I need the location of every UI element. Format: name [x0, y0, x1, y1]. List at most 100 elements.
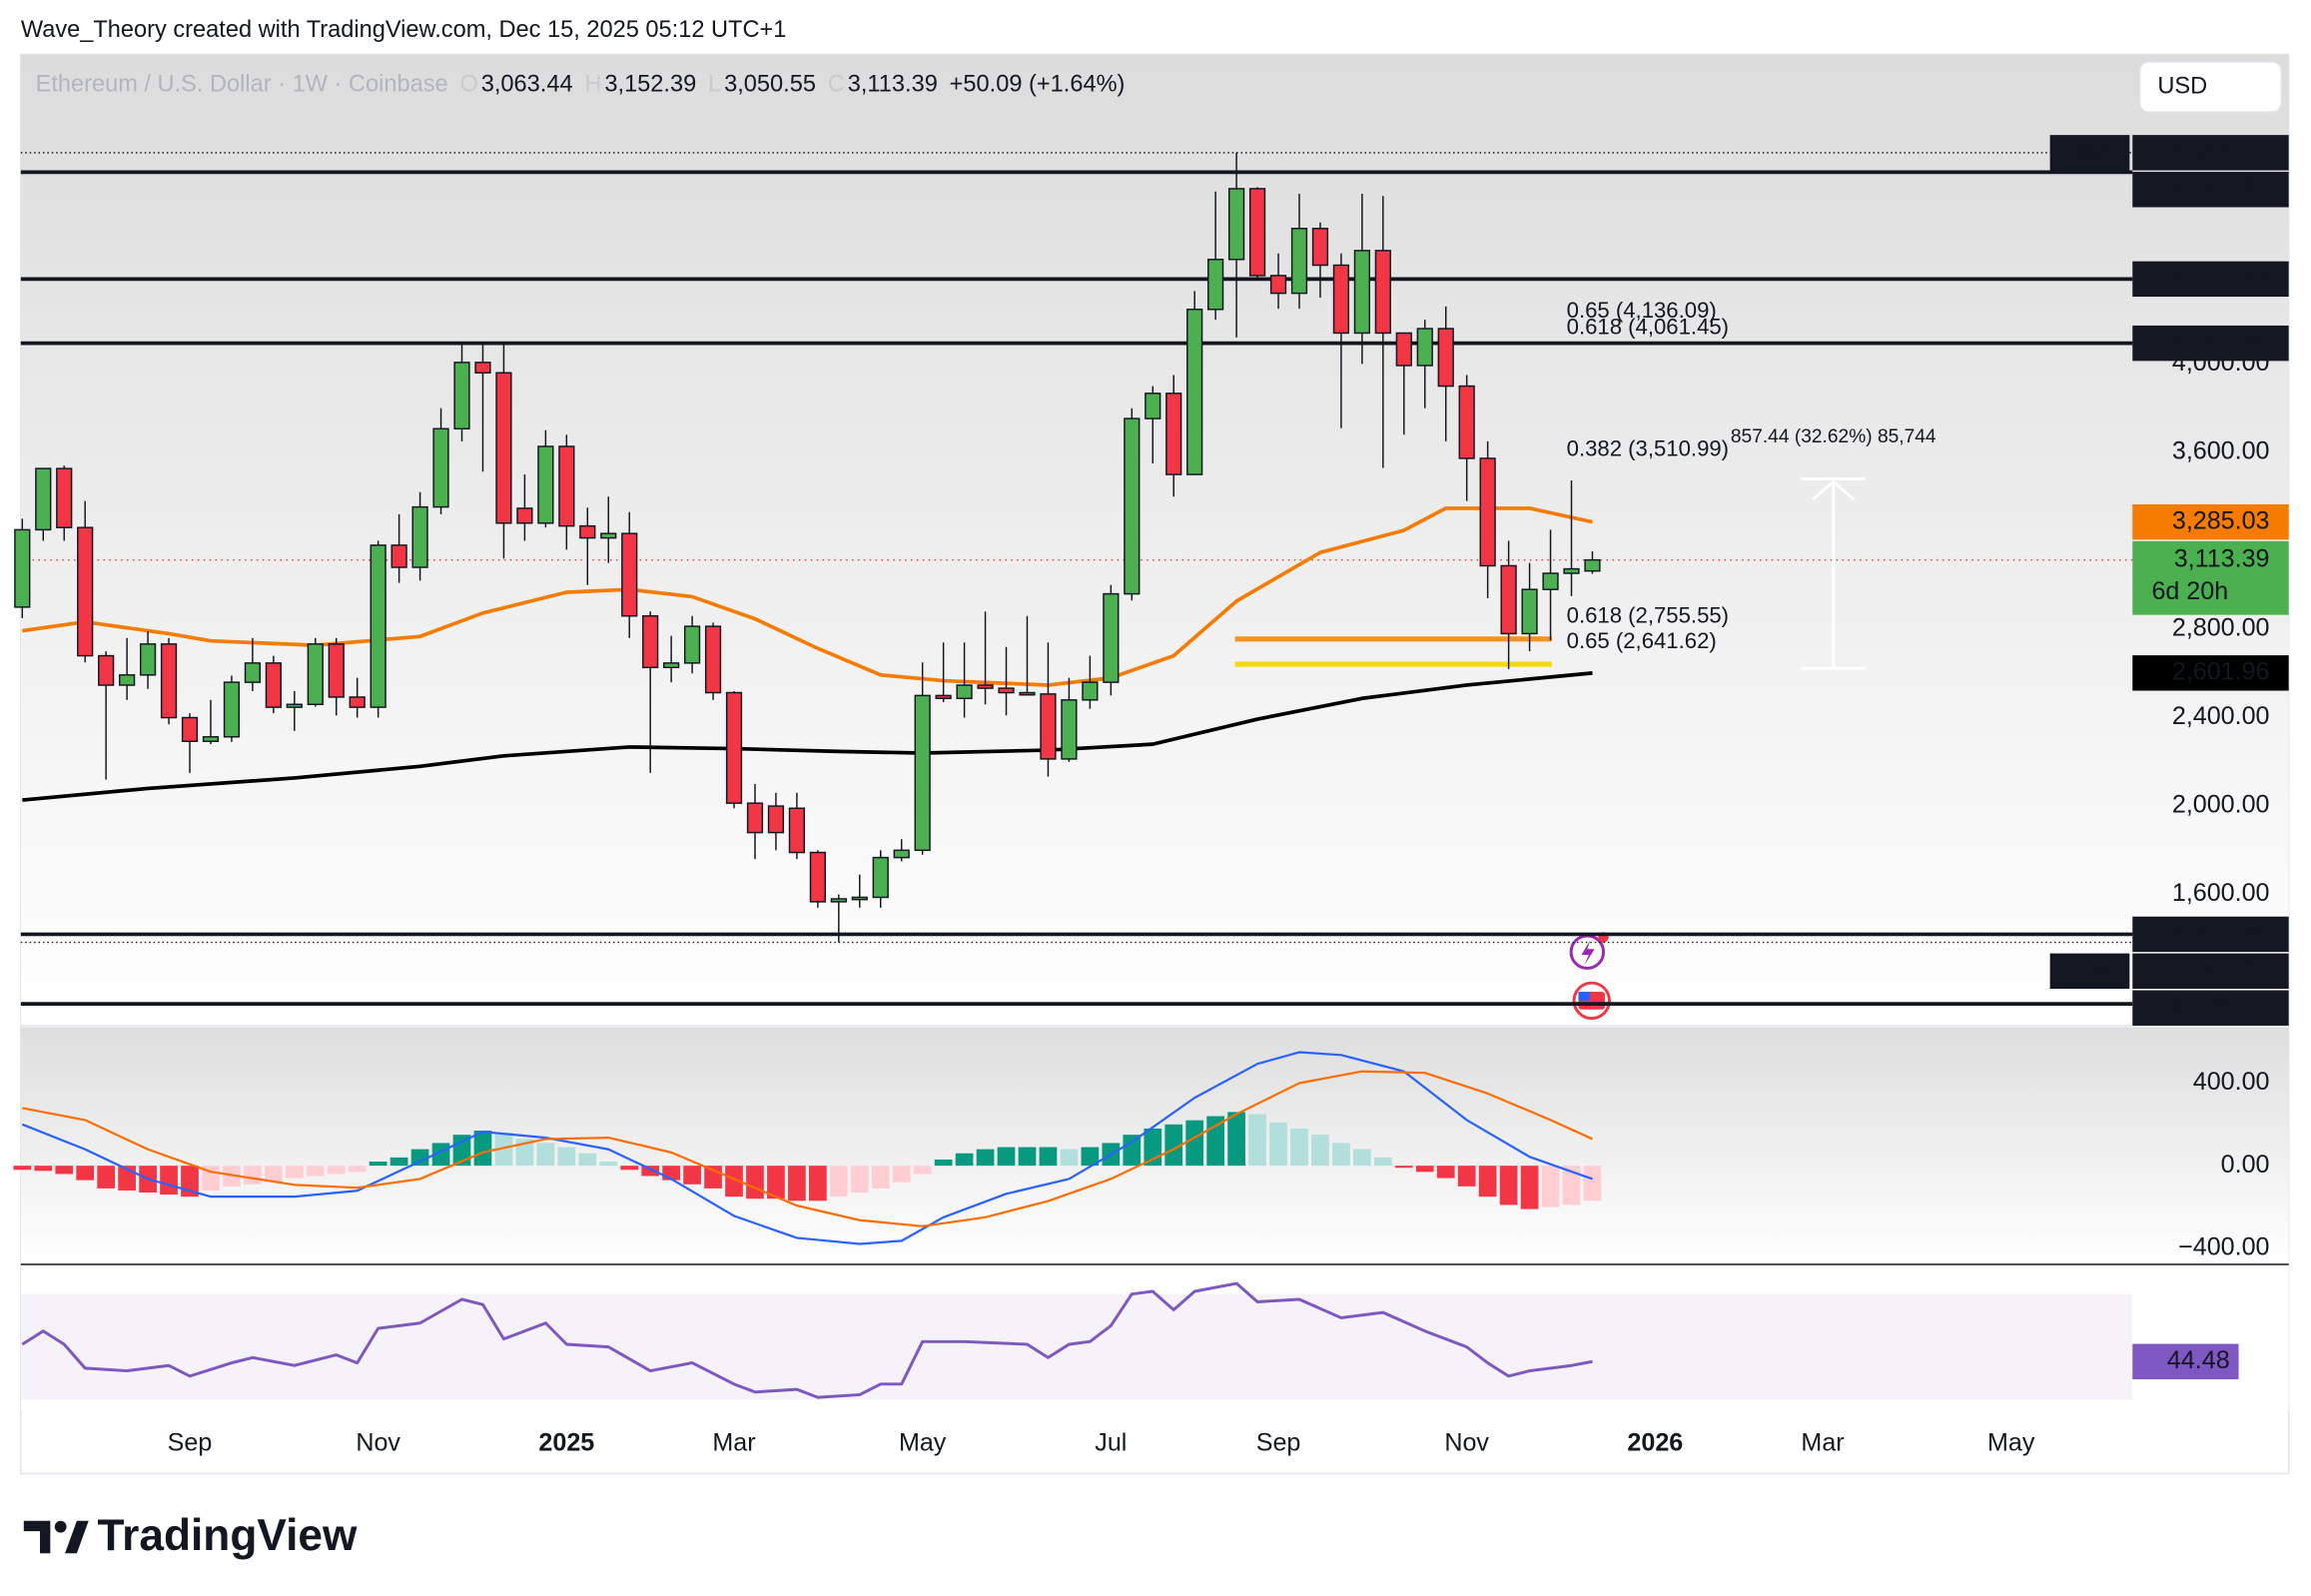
macd-histogram-bar	[871, 1166, 890, 1189]
macd-histogram-bar	[725, 1166, 743, 1197]
x-tick-label: Nov	[356, 1429, 400, 1457]
rsi-line	[21, 1281, 1593, 1399]
rsi-label: 44.48	[2167, 1346, 2230, 1374]
macd-histogram-bar	[13, 1166, 32, 1171]
candle-body	[411, 505, 428, 568]
candle-body	[1124, 417, 1141, 595]
candle-body	[1332, 264, 1350, 335]
macd-histogram-bar	[683, 1166, 701, 1185]
candle-body	[139, 643, 157, 676]
candle-body	[474, 362, 491, 375]
y-tick-label: 2,000.00	[2172, 791, 2270, 819]
y-tick-label: 1,600.00	[2172, 879, 2270, 907]
macd-histogram-bar	[410, 1149, 429, 1167]
candle-body	[1040, 693, 1057, 760]
macd-histogram-bar	[620, 1166, 639, 1171]
ohlc-value: 3,050.55	[724, 72, 816, 98]
candle-body	[1416, 328, 1433, 367]
candle-body	[1165, 393, 1182, 475]
macd-histogram-bar	[264, 1166, 283, 1183]
macd-tick-label: 400.00	[2193, 1068, 2270, 1096]
x-tick-label: May	[1987, 1429, 2035, 1457]
lines-layer: 1,600.00 2,000.00 2,400.00 2,800.00 3,600.00…	[20, 152, 2270, 1457]
macd-histogram-bar	[1123, 1135, 1142, 1167]
macd-histogram-bar	[1060, 1149, 1079, 1167]
candle-body	[328, 643, 345, 698]
candle-body	[1290, 228, 1308, 295]
candle-body	[56, 467, 73, 528]
x-tick-label: Mar	[1801, 1429, 1844, 1457]
candle-body	[621, 532, 638, 617]
macd-histogram-bar	[1436, 1166, 1455, 1179]
candle-body	[516, 507, 533, 524]
candle-body	[1542, 572, 1559, 590]
candle-body	[977, 684, 994, 689]
measure-label: 857.44 (32.62%) 85,744	[1731, 426, 1936, 447]
macd-histogram-bar	[955, 1153, 974, 1167]
macd-histogram-bar	[1394, 1166, 1413, 1169]
candle-body	[579, 524, 596, 539]
level-label: 1,383.26	[2172, 956, 2270, 984]
macd-histogram-bar	[1353, 1149, 1371, 1167]
macd-histogram-bar	[1248, 1114, 1266, 1167]
moving-average	[22, 671, 1593, 802]
ohlc-key: H	[584, 72, 601, 98]
macd-histogram-bar	[160, 1166, 178, 1196]
symbol: Ethereum / U.S. Dollar · 1W · Coinbase	[36, 72, 448, 98]
ma-label-box	[2132, 503, 2289, 540]
x-tick-label: Sep	[168, 1429, 213, 1457]
logo-mark	[65, 1520, 89, 1554]
candle-body	[1103, 592, 1120, 683]
macd-histogram-bar	[976, 1149, 995, 1167]
macd-histogram-bar	[515, 1139, 534, 1167]
macd-histogram-bar	[1018, 1147, 1037, 1167]
candle-body	[35, 467, 52, 531]
macd-histogram-bar	[327, 1166, 346, 1175]
macd-histogram-bar	[1290, 1128, 1308, 1167]
level-tag-box	[2049, 953, 2130, 990]
candle-body	[432, 427, 449, 508]
candle-body	[1458, 385, 1475, 459]
candle-body	[809, 851, 826, 903]
currency-label[interactable]: USD	[2157, 73, 2207, 99]
ohlc-key: O	[459, 72, 477, 98]
level-label-box	[2132, 990, 2289, 1026]
candle-body	[390, 544, 407, 568]
macd-histogram-bar	[746, 1166, 764, 1199]
candle-body	[495, 372, 512, 524]
ohlc-value: 3,113.39	[848, 72, 938, 98]
macd-histogram-bar	[767, 1166, 785, 1199]
candle-body	[1186, 309, 1203, 475]
candle-body	[537, 445, 554, 524]
macd-histogram-bar	[34, 1166, 53, 1172]
macd-histogram-bar	[76, 1166, 95, 1181]
macd-histogram-bar	[1311, 1135, 1329, 1167]
candle-body	[370, 544, 386, 708]
y-tick-label: 2,800.00	[2172, 614, 2270, 642]
candle-body	[1248, 188, 1266, 277]
macd-histogram-bar	[829, 1166, 848, 1197]
macd-histogram-bar	[1081, 1147, 1100, 1167]
macd-histogram-bar	[1520, 1166, 1539, 1209]
flag-icon-canton	[1578, 992, 1591, 1001]
level-label: 4,955.90	[2172, 138, 2270, 166]
candle-body	[893, 849, 910, 859]
fib-label: 0.65 (4,136.09)	[1567, 298, 1717, 323]
macd-histogram-bar	[913, 1166, 932, 1175]
macd-histogram-bar	[389, 1157, 408, 1167]
candle-body	[1479, 457, 1496, 567]
candle-body	[1584, 558, 1601, 572]
macd-histogram-bar	[536, 1143, 555, 1167]
macd-histogram-bar	[1332, 1143, 1350, 1167]
candle-body	[119, 674, 136, 686]
macd-histogram-bar	[1039, 1147, 1058, 1167]
price-pane	[20, 54, 2289, 1025]
candle-body	[998, 687, 1015, 694]
level-tag: Low	[2066, 956, 2113, 984]
macd-histogram-bar	[557, 1147, 576, 1167]
currency-button[interactable]	[2138, 61, 2283, 113]
candle-body	[244, 662, 262, 683]
ohlc-value: 3,063.44	[481, 72, 573, 98]
candle-body	[683, 625, 701, 664]
macd-tick-label: 0.00	[2221, 1151, 2270, 1179]
